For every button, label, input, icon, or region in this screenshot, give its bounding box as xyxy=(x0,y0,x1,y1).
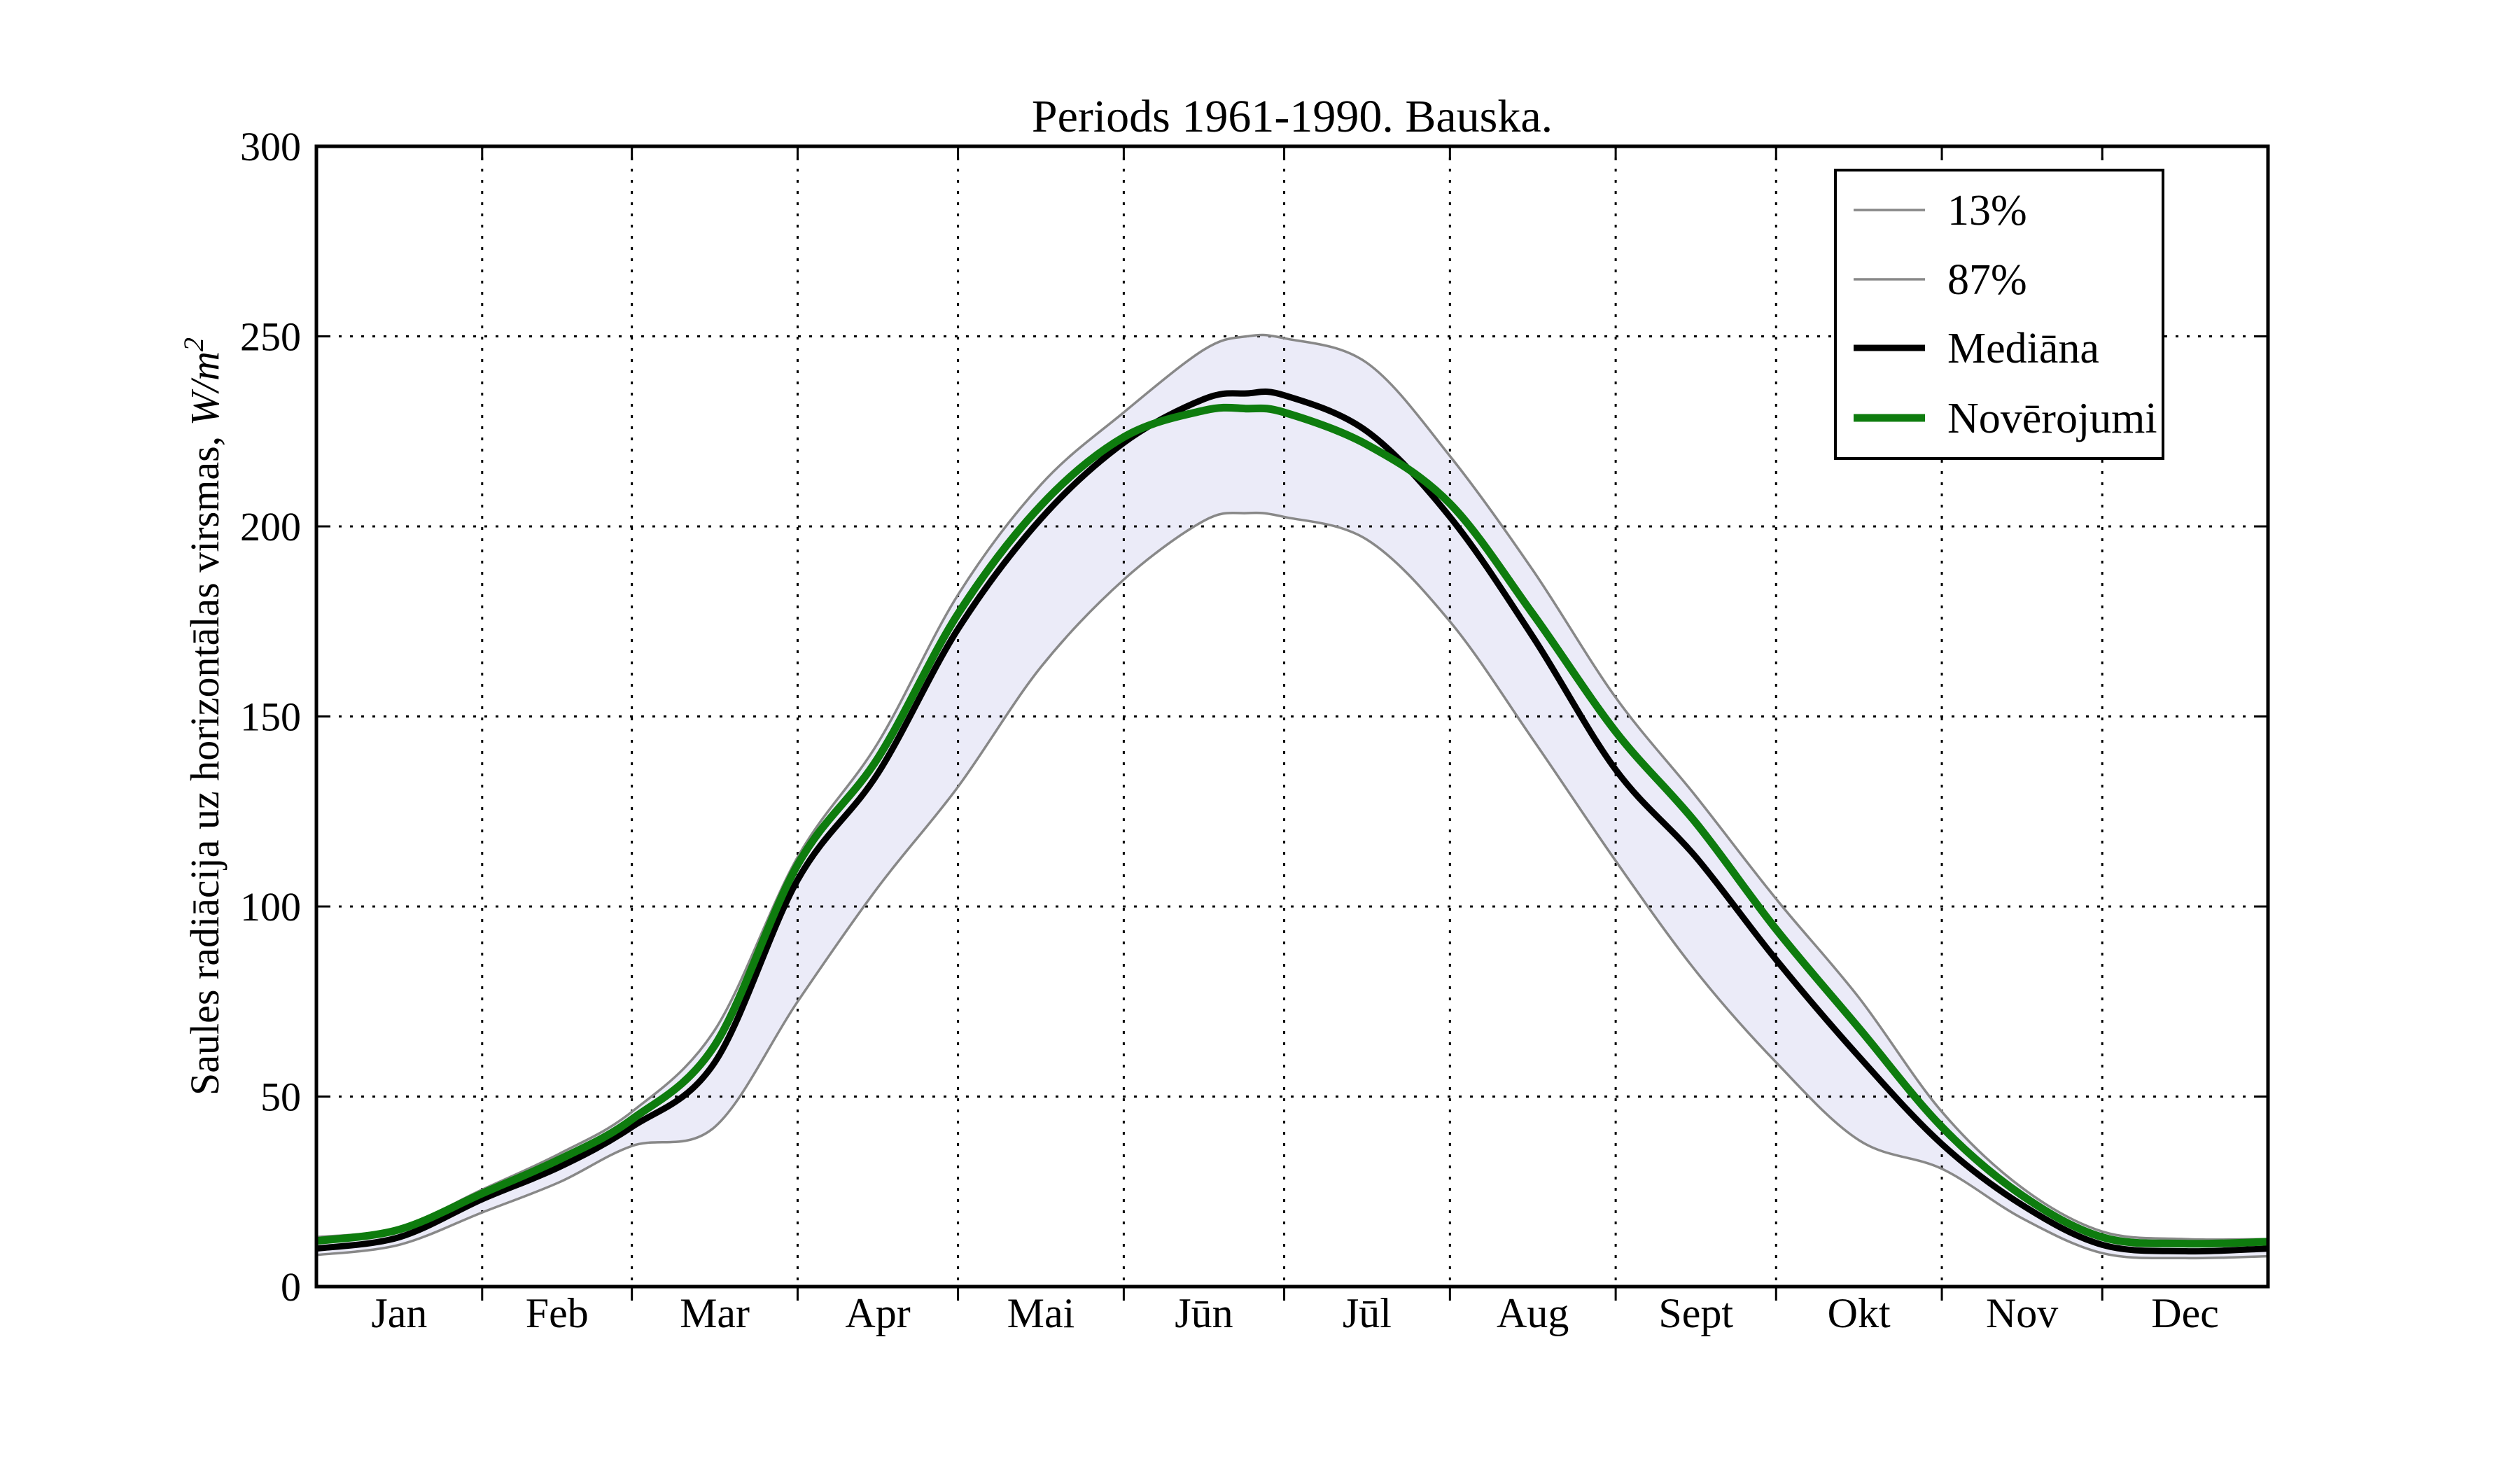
series-line-mediana xyxy=(316,388,2269,1255)
y-tick-label: 150 xyxy=(240,694,301,740)
y-tick-label: 300 xyxy=(240,124,301,169)
x-tick-label-month: Nov xyxy=(1986,1290,2058,1336)
chart-title: Periods 1961-1990. Bauska. xyxy=(1032,91,1553,142)
x-tick-label-month: Okt xyxy=(1828,1290,1891,1336)
band-area xyxy=(316,335,2268,1259)
y-axis-label: Saules radiācija uz horizontālas virsmas… xyxy=(178,337,227,1096)
legend-label: 87% xyxy=(1947,256,2027,304)
x-tick-label-month: Jan xyxy=(371,1290,427,1336)
legend-label: 13% xyxy=(1947,187,2027,234)
gridlines xyxy=(316,146,2268,1287)
axis-tick-labels: 0 50 100 150 200 250 300 Jan Feb Mar Apr Mai Jūn Jūl A… xyxy=(240,124,2219,1336)
legend: 13% 87% Mediāna Novērojumi xyxy=(1834,169,2164,460)
x-tick-label-month: Mar xyxy=(680,1290,750,1336)
y-tick-label: 200 xyxy=(240,504,301,550)
x-tick-label-month: Jūn xyxy=(1175,1290,1233,1336)
y-tick-label: 50 xyxy=(260,1074,301,1120)
x-tick-label-month: Mai xyxy=(1007,1290,1075,1336)
y-tick-label: 100 xyxy=(240,884,301,930)
series-line-noverojumi xyxy=(316,403,2269,1248)
series-line-13pct xyxy=(316,511,2269,1260)
y-tick-label: 0 xyxy=(281,1264,301,1310)
series-lines xyxy=(316,333,2269,1260)
x-tick-label-month: Sept xyxy=(1658,1290,1733,1336)
x-tick-label-month: Aug xyxy=(1497,1290,1569,1336)
legend-label: Mediāna xyxy=(1947,325,2099,372)
x-tick-label-month: Apr xyxy=(845,1290,910,1336)
x-tick-label-month: Dec xyxy=(2151,1290,2219,1336)
y-tick-label: 250 xyxy=(240,314,301,360)
x-tick-label-month: Jūl xyxy=(1343,1290,1392,1336)
legend-label: Novērojumi xyxy=(1947,395,2157,442)
legend-box xyxy=(1834,169,2164,460)
title-text: Periods 1961-1990. Bauska. xyxy=(1032,91,1553,142)
axis-ticks xyxy=(316,145,2268,1301)
ylabel-text: Saules radiācija uz horizontālas virsmas… xyxy=(178,337,227,1096)
percentile-band xyxy=(316,335,2268,1259)
x-tick-label-month: Feb xyxy=(526,1290,589,1336)
series-line-87pct xyxy=(316,333,2269,1241)
